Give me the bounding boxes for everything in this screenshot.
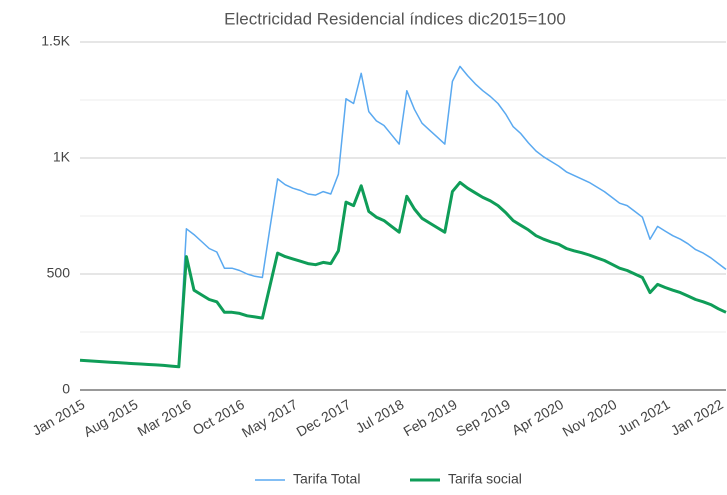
x-tick-label: Feb 2019 <box>401 396 460 440</box>
line-series <box>79 65 727 368</box>
y-tick-label: 1.5K <box>41 33 70 49</box>
x-tick-label: Oct 2016 <box>190 396 247 438</box>
x-tick-label: Jun 2021 <box>615 396 673 439</box>
x-tick-label: Apr 2020 <box>509 396 566 438</box>
legend-label: Tarifa social <box>448 471 522 487</box>
y-tick-label: 500 <box>47 265 71 281</box>
legend-label: Tarifa Total <box>293 471 360 487</box>
x-tick-label: Jan 2015 <box>29 396 87 439</box>
y-tick-label: 0 <box>62 381 70 397</box>
x-tick-label: Mar 2016 <box>135 396 194 440</box>
x-tick-label: May 2017 <box>239 396 300 441</box>
x-tick-label: Jan 2022 <box>668 396 726 439</box>
x-tick-label: Dec 2017 <box>293 396 353 440</box>
x-tick-label: Nov 2020 <box>559 396 619 440</box>
line-series <box>79 180 727 369</box>
x-tick-label: Jul 2018 <box>353 396 407 436</box>
chart-title: Electricidad Residencial índices dic2015… <box>224 9 566 28</box>
x-tick-label: Aug 2015 <box>81 396 141 440</box>
y-tick-label: 1K <box>53 149 71 165</box>
x-tick-label: Sep 2019 <box>453 396 513 440</box>
